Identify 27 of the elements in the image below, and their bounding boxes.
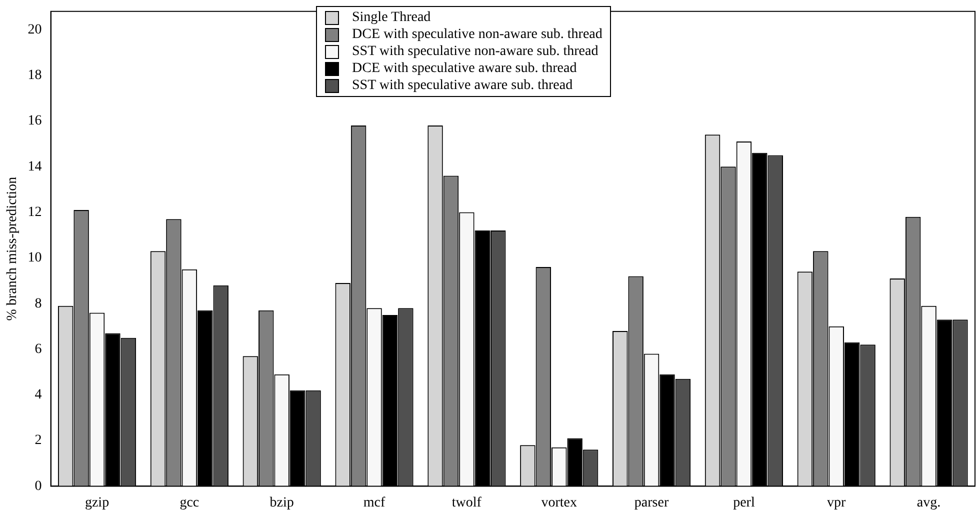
y-tick-label: 14 <box>28 159 42 174</box>
x-tick-label: mcf <box>363 495 386 510</box>
x-tick-label: twolf <box>452 495 482 510</box>
y-tick-label: 0 <box>34 478 42 494</box>
legend-label: SST with speculative non-aware sub. thread <box>352 43 598 60</box>
y-axis-title: % branch miss-prediction <box>5 176 20 321</box>
x-tick-label: avg. <box>916 495 941 510</box>
y-tick-label: 10 <box>28 250 42 266</box>
y-tick-label: 6 <box>34 342 42 357</box>
y-tick-label: 8 <box>34 296 42 312</box>
legend-label: DCE with speculative aware sub. thread <box>352 60 577 77</box>
y-tick-label: 4 <box>34 388 42 403</box>
x-tick-label: parser <box>634 495 669 510</box>
y-tick-label: 20 <box>28 22 42 38</box>
legend-label: SST with speculative aware sub. thread <box>352 77 573 94</box>
legend-label: Single Thread <box>352 9 431 26</box>
x-tick-label: bzip <box>270 495 294 510</box>
y-tick-label: 12 <box>28 204 42 220</box>
legend-label: DCE with speculative non-aware sub. thread <box>352 26 602 43</box>
y-tick-label: 2 <box>34 433 42 448</box>
y-tick-label: 18 <box>28 68 42 83</box>
x-tick-label: vortex <box>541 495 577 510</box>
x-tick-label: vpr <box>827 495 846 510</box>
x-tick-label: perl <box>733 495 755 510</box>
x-tick-label: gcc <box>180 495 200 510</box>
y-tick-label: 16 <box>28 114 42 129</box>
x-tick-label: gzip <box>84 495 110 510</box>
